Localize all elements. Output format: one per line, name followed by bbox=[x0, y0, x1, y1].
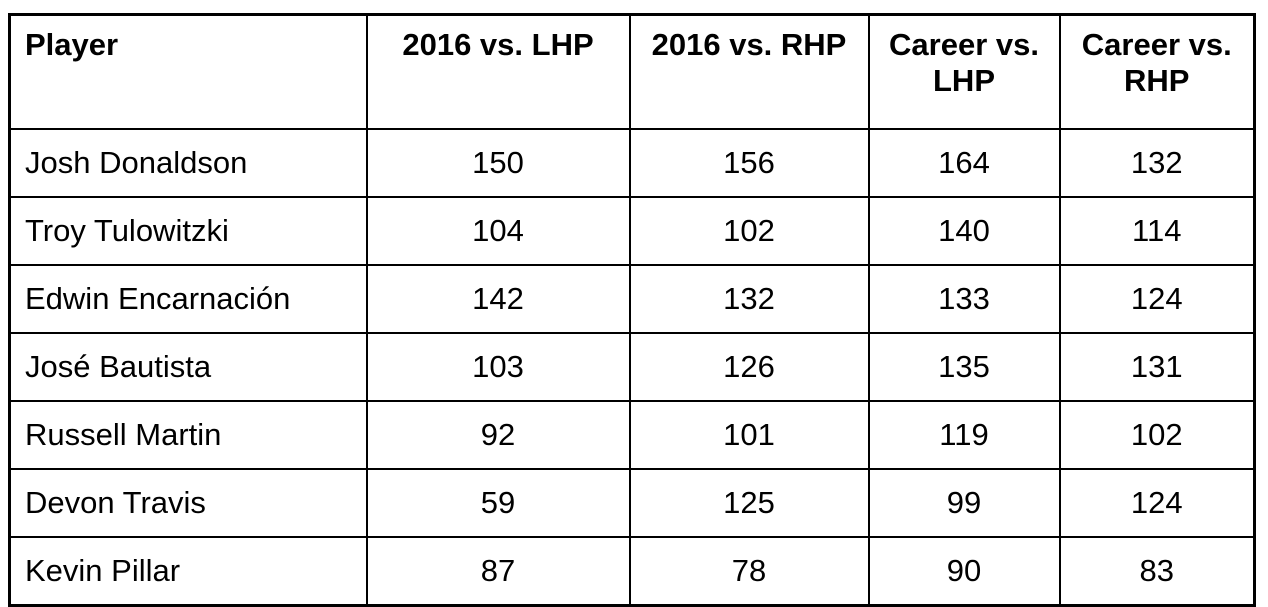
stat-cell: 119 bbox=[867, 400, 1061, 470]
player-name-cell: Kevin Pillar bbox=[8, 536, 368, 607]
stat-cell: 164 bbox=[867, 128, 1061, 198]
stat-cell: 125 bbox=[628, 468, 870, 538]
stat-cell: 103 bbox=[365, 332, 631, 402]
stat-cell: 124 bbox=[1058, 264, 1256, 334]
stat-cell: 78 bbox=[628, 536, 870, 607]
stat-cell: 133 bbox=[867, 264, 1061, 334]
table-row: José Bautista 103 126 135 131 bbox=[8, 332, 1256, 402]
stat-cell: 150 bbox=[365, 128, 631, 198]
table-row: Devon Travis 59 125 99 124 bbox=[8, 468, 1256, 538]
stat-cell: 59 bbox=[365, 468, 631, 538]
stat-cell: 101 bbox=[628, 400, 870, 470]
stat-cell: 135 bbox=[867, 332, 1061, 402]
player-name-cell: Edwin Encarnación bbox=[8, 264, 368, 334]
player-name-cell: Devon Travis bbox=[8, 468, 368, 538]
header-row: Player 2016 vs. LHP 2016 vs. RHP Career … bbox=[8, 13, 1256, 130]
column-header-2016-vs-lhp: 2016 vs. LHP bbox=[365, 13, 631, 130]
stat-cell: 132 bbox=[1058, 128, 1256, 198]
table-row: Josh Donaldson 150 156 164 132 bbox=[8, 128, 1256, 198]
stat-cell: 104 bbox=[365, 196, 631, 266]
stat-cell: 142 bbox=[365, 264, 631, 334]
stat-cell: 102 bbox=[1058, 400, 1256, 470]
column-header-2016-vs-rhp: 2016 vs. RHP bbox=[628, 13, 870, 130]
stat-cell: 83 bbox=[1058, 536, 1256, 607]
stats-table-container: Player 2016 vs. LHP 2016 vs. RHP Career … bbox=[8, 13, 1256, 607]
table-row: Edwin Encarnación 142 132 133 124 bbox=[8, 264, 1256, 334]
player-name-cell: José Bautista bbox=[8, 332, 368, 402]
table-row: Russell Martin 92 101 119 102 bbox=[8, 400, 1256, 470]
stat-cell: 156 bbox=[628, 128, 870, 198]
stat-cell: 132 bbox=[628, 264, 870, 334]
table-row: Kevin Pillar 87 78 90 83 bbox=[8, 536, 1256, 607]
stat-cell: 99 bbox=[867, 468, 1061, 538]
player-name-cell: Josh Donaldson bbox=[8, 128, 368, 198]
stat-cell: 126 bbox=[628, 332, 870, 402]
stats-table: Player 2016 vs. LHP 2016 vs. RHP Career … bbox=[8, 13, 1256, 607]
player-name-cell: Russell Martin bbox=[8, 400, 368, 470]
stat-cell: 124 bbox=[1058, 468, 1256, 538]
stat-cell: 87 bbox=[365, 536, 631, 607]
stat-cell: 114 bbox=[1058, 196, 1256, 266]
stat-cell: 140 bbox=[867, 196, 1061, 266]
player-name-cell: Troy Tulowitzki bbox=[8, 196, 368, 266]
column-header-career-vs-rhp: Career vs. RHP bbox=[1058, 13, 1256, 130]
stat-cell: 131 bbox=[1058, 332, 1256, 402]
table-row: Troy Tulowitzki 104 102 140 114 bbox=[8, 196, 1256, 266]
column-header-player: Player bbox=[8, 13, 368, 130]
stat-cell: 102 bbox=[628, 196, 870, 266]
stat-cell: 90 bbox=[867, 536, 1061, 607]
column-header-career-vs-lhp: Career vs. LHP bbox=[867, 13, 1061, 130]
stat-cell: 92 bbox=[365, 400, 631, 470]
